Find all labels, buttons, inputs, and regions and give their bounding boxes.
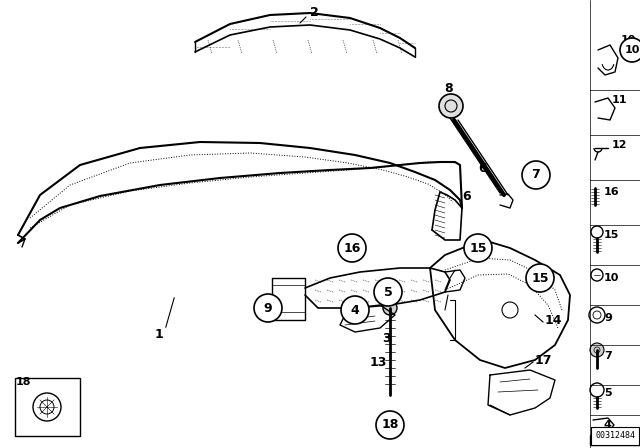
Text: 12: 12 <box>612 140 627 150</box>
Text: 7: 7 <box>532 168 540 181</box>
Bar <box>591 427 639 445</box>
Bar <box>15 378 80 436</box>
Circle shape <box>374 278 402 306</box>
Text: 16: 16 <box>343 241 361 254</box>
Text: 17: 17 <box>535 353 552 366</box>
Text: 15: 15 <box>469 241 487 254</box>
Text: 10: 10 <box>624 45 640 55</box>
Text: 7: 7 <box>604 351 612 361</box>
Text: 16: 16 <box>604 187 620 197</box>
Circle shape <box>464 234 492 262</box>
Circle shape <box>376 411 404 439</box>
Text: 4: 4 <box>351 303 360 316</box>
Text: 10: 10 <box>604 273 620 283</box>
Text: 18: 18 <box>381 418 399 431</box>
Circle shape <box>590 343 604 357</box>
Text: 15: 15 <box>531 271 548 284</box>
Circle shape <box>383 301 397 315</box>
Text: 4: 4 <box>604 420 612 430</box>
Text: 13: 13 <box>370 356 387 369</box>
Text: 2: 2 <box>310 5 319 18</box>
Text: 8: 8 <box>444 82 452 95</box>
Text: 14: 14 <box>545 314 563 327</box>
Circle shape <box>526 264 554 292</box>
Text: 15: 15 <box>604 230 620 240</box>
Text: 11: 11 <box>612 95 627 105</box>
Text: 1: 1 <box>155 328 164 341</box>
Circle shape <box>620 38 640 62</box>
Circle shape <box>254 294 282 322</box>
Text: 00312484: 00312484 <box>595 431 635 440</box>
Circle shape <box>338 234 366 262</box>
Text: 9: 9 <box>264 302 272 314</box>
Bar <box>590 435 640 445</box>
Text: 6: 6 <box>462 190 470 203</box>
Text: 6: 6 <box>478 161 486 175</box>
Circle shape <box>522 161 550 189</box>
Circle shape <box>439 94 463 118</box>
Text: 3: 3 <box>382 332 390 345</box>
Text: 10: 10 <box>620 35 636 45</box>
Text: 5: 5 <box>383 285 392 298</box>
Text: 5: 5 <box>604 388 612 398</box>
Text: 9: 9 <box>604 313 612 323</box>
Text: 18: 18 <box>16 377 31 387</box>
Circle shape <box>341 296 369 324</box>
